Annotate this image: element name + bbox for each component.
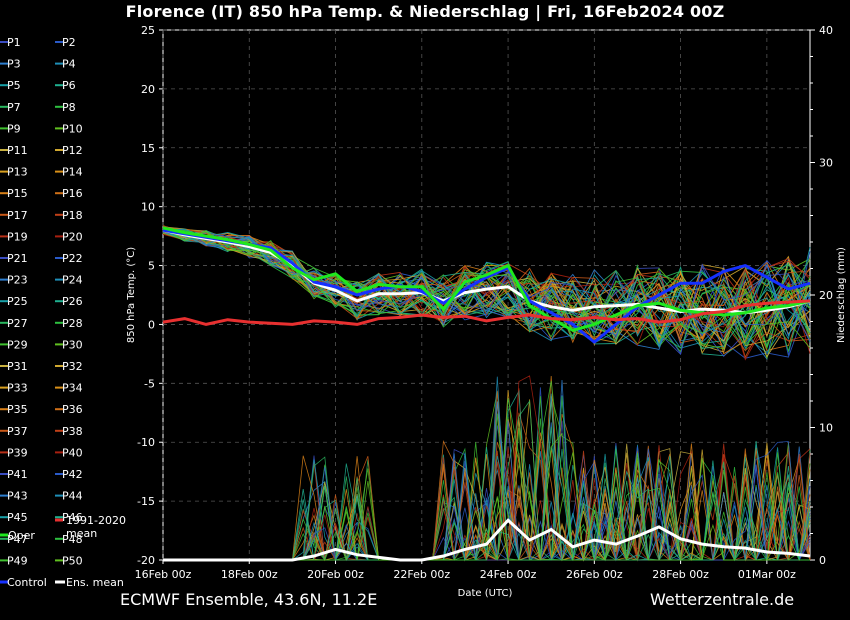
climate-mean-line	[162, 299, 811, 326]
ens-mean-line	[162, 228, 811, 315]
y2-tick-label: 10	[819, 422, 833, 435]
x-tick-label: 16Feb 00z	[135, 568, 192, 581]
legend-item-climate-mean: 1991-2020	[66, 514, 126, 527]
legend-item-p5: P5	[7, 79, 21, 92]
legend-item-p31: P31	[7, 360, 28, 373]
legend-item-p35: P35	[7, 403, 28, 416]
legend-item-p17: P17	[7, 209, 28, 222]
footer-site: Wetterzentrale.de	[650, 590, 795, 609]
legend-item-p7: P7	[7, 101, 21, 114]
member-temp-line	[162, 232, 811, 354]
control-line	[162, 228, 811, 344]
y-axis-label: 850 hPa Temp. (°C)	[126, 247, 137, 343]
legend-item-p25: P25	[7, 295, 28, 308]
x-axis-label: Date (UTC)	[458, 588, 513, 599]
chart-title: Florence (IT) 850 hPa Temp. & Niederschl…	[125, 2, 725, 21]
legend-item-p1: P1	[7, 36, 21, 49]
y-tick-label: 15	[141, 142, 155, 155]
x-tick-label: 28Feb 00z	[652, 568, 709, 581]
legend-item-p36: P36	[62, 403, 83, 416]
legend-item-p15: P15	[7, 187, 28, 200]
y-tick-label: 5	[148, 260, 155, 273]
y2-tick-label: 20	[819, 289, 833, 302]
legend-item-p37: P37	[7, 425, 28, 438]
x-tick-label: 18Feb 00z	[221, 568, 278, 581]
legend-item-control: Control	[7, 576, 47, 589]
y2-axis-label: Niederschlag (mm)	[836, 247, 847, 343]
legend-item-p19: P19	[7, 230, 28, 243]
legend-item-p2: P2	[62, 36, 76, 49]
legend-item-p50: P50	[62, 554, 83, 567]
legend-item-p34: P34	[62, 382, 83, 395]
member-temp-line	[162, 229, 811, 342]
legend-item-p14: P14	[62, 166, 83, 179]
legend-item-p42: P42	[62, 468, 83, 481]
member-temp-line	[162, 230, 811, 348]
legend-item-p26: P26	[62, 295, 83, 308]
legend-item-oper: Oper	[8, 529, 35, 542]
legend-item-p4: P4	[62, 58, 76, 71]
legend-item-p27: P27	[7, 317, 28, 330]
legend-item-p16: P16	[62, 187, 83, 200]
legend-item-p9: P9	[7, 122, 21, 135]
legend-item-p10: P10	[62, 122, 83, 135]
legend-item-p39: P39	[7, 446, 28, 459]
y-tick-label: 20	[141, 83, 155, 96]
legend-item-ens-mean: Ens. mean	[66, 576, 124, 589]
x-tick-label: 26Feb 00z	[566, 568, 623, 581]
legend-item-p43: P43	[7, 490, 28, 503]
y-tick-label: -20	[137, 554, 155, 567]
y-tick-label: 0	[148, 318, 155, 331]
legend-item-p47: P47	[7, 533, 28, 546]
legend-item-p20: P20	[62, 230, 83, 243]
legend-item-climate-mean-2: mean	[66, 527, 97, 540]
legend-item-p21: P21	[7, 252, 28, 265]
legend-item-p45: P45	[7, 511, 28, 524]
legend-item-p44: P44	[62, 490, 83, 503]
legend-item-p46: P46	[62, 511, 83, 524]
legend-item-p48: P48	[62, 533, 83, 546]
footer-source: ECMWF Ensemble, 43.6N, 11.2E	[120, 590, 378, 609]
legend-item-p12: P12	[62, 144, 83, 157]
y-tick-label: 10	[141, 201, 155, 214]
legend-item-p33: P33	[7, 382, 28, 395]
y-tick-label: -10	[137, 436, 155, 449]
legend-item-p32: P32	[62, 360, 83, 373]
ens-mean-precip-line	[163, 518, 811, 562]
legend-item-p13: P13	[7, 166, 28, 179]
y2-tick-label: 30	[819, 157, 833, 170]
legend-item-p41: P41	[7, 468, 28, 481]
legend-item-p3: P3	[7, 58, 21, 71]
y-tick-label: -15	[137, 495, 155, 508]
legend-item-p30: P30	[62, 338, 83, 351]
y2-tick-label: 40	[819, 24, 833, 37]
x-tick-label: 01Mar 00z	[738, 568, 796, 581]
legend-item-p29: P29	[7, 338, 28, 351]
x-tick-label: 24Feb 00z	[480, 568, 537, 581]
legend-item-p28: P28	[62, 317, 83, 330]
legend-item-p11: P11	[7, 144, 28, 157]
legend-item-p38: P38	[62, 425, 83, 438]
legend-item-p6: P6	[62, 79, 76, 92]
y-tick-label: 25	[141, 24, 155, 37]
legend-item-p40: P40	[62, 446, 83, 459]
legend-item-p23: P23	[7, 274, 28, 287]
legend-item-p18: P18	[62, 209, 83, 222]
legend-item-p24: P24	[62, 274, 83, 287]
y2-tick-label: 0	[819, 554, 826, 567]
y-tick-label: -5	[144, 377, 155, 390]
legend-item-p8: P8	[62, 101, 76, 114]
x-tick-label: 22Feb 00z	[393, 568, 450, 581]
legend-item-p49: P49	[7, 554, 28, 567]
x-tick-label: 20Feb 00z	[307, 568, 364, 581]
legend-item-p22: P22	[62, 252, 83, 265]
